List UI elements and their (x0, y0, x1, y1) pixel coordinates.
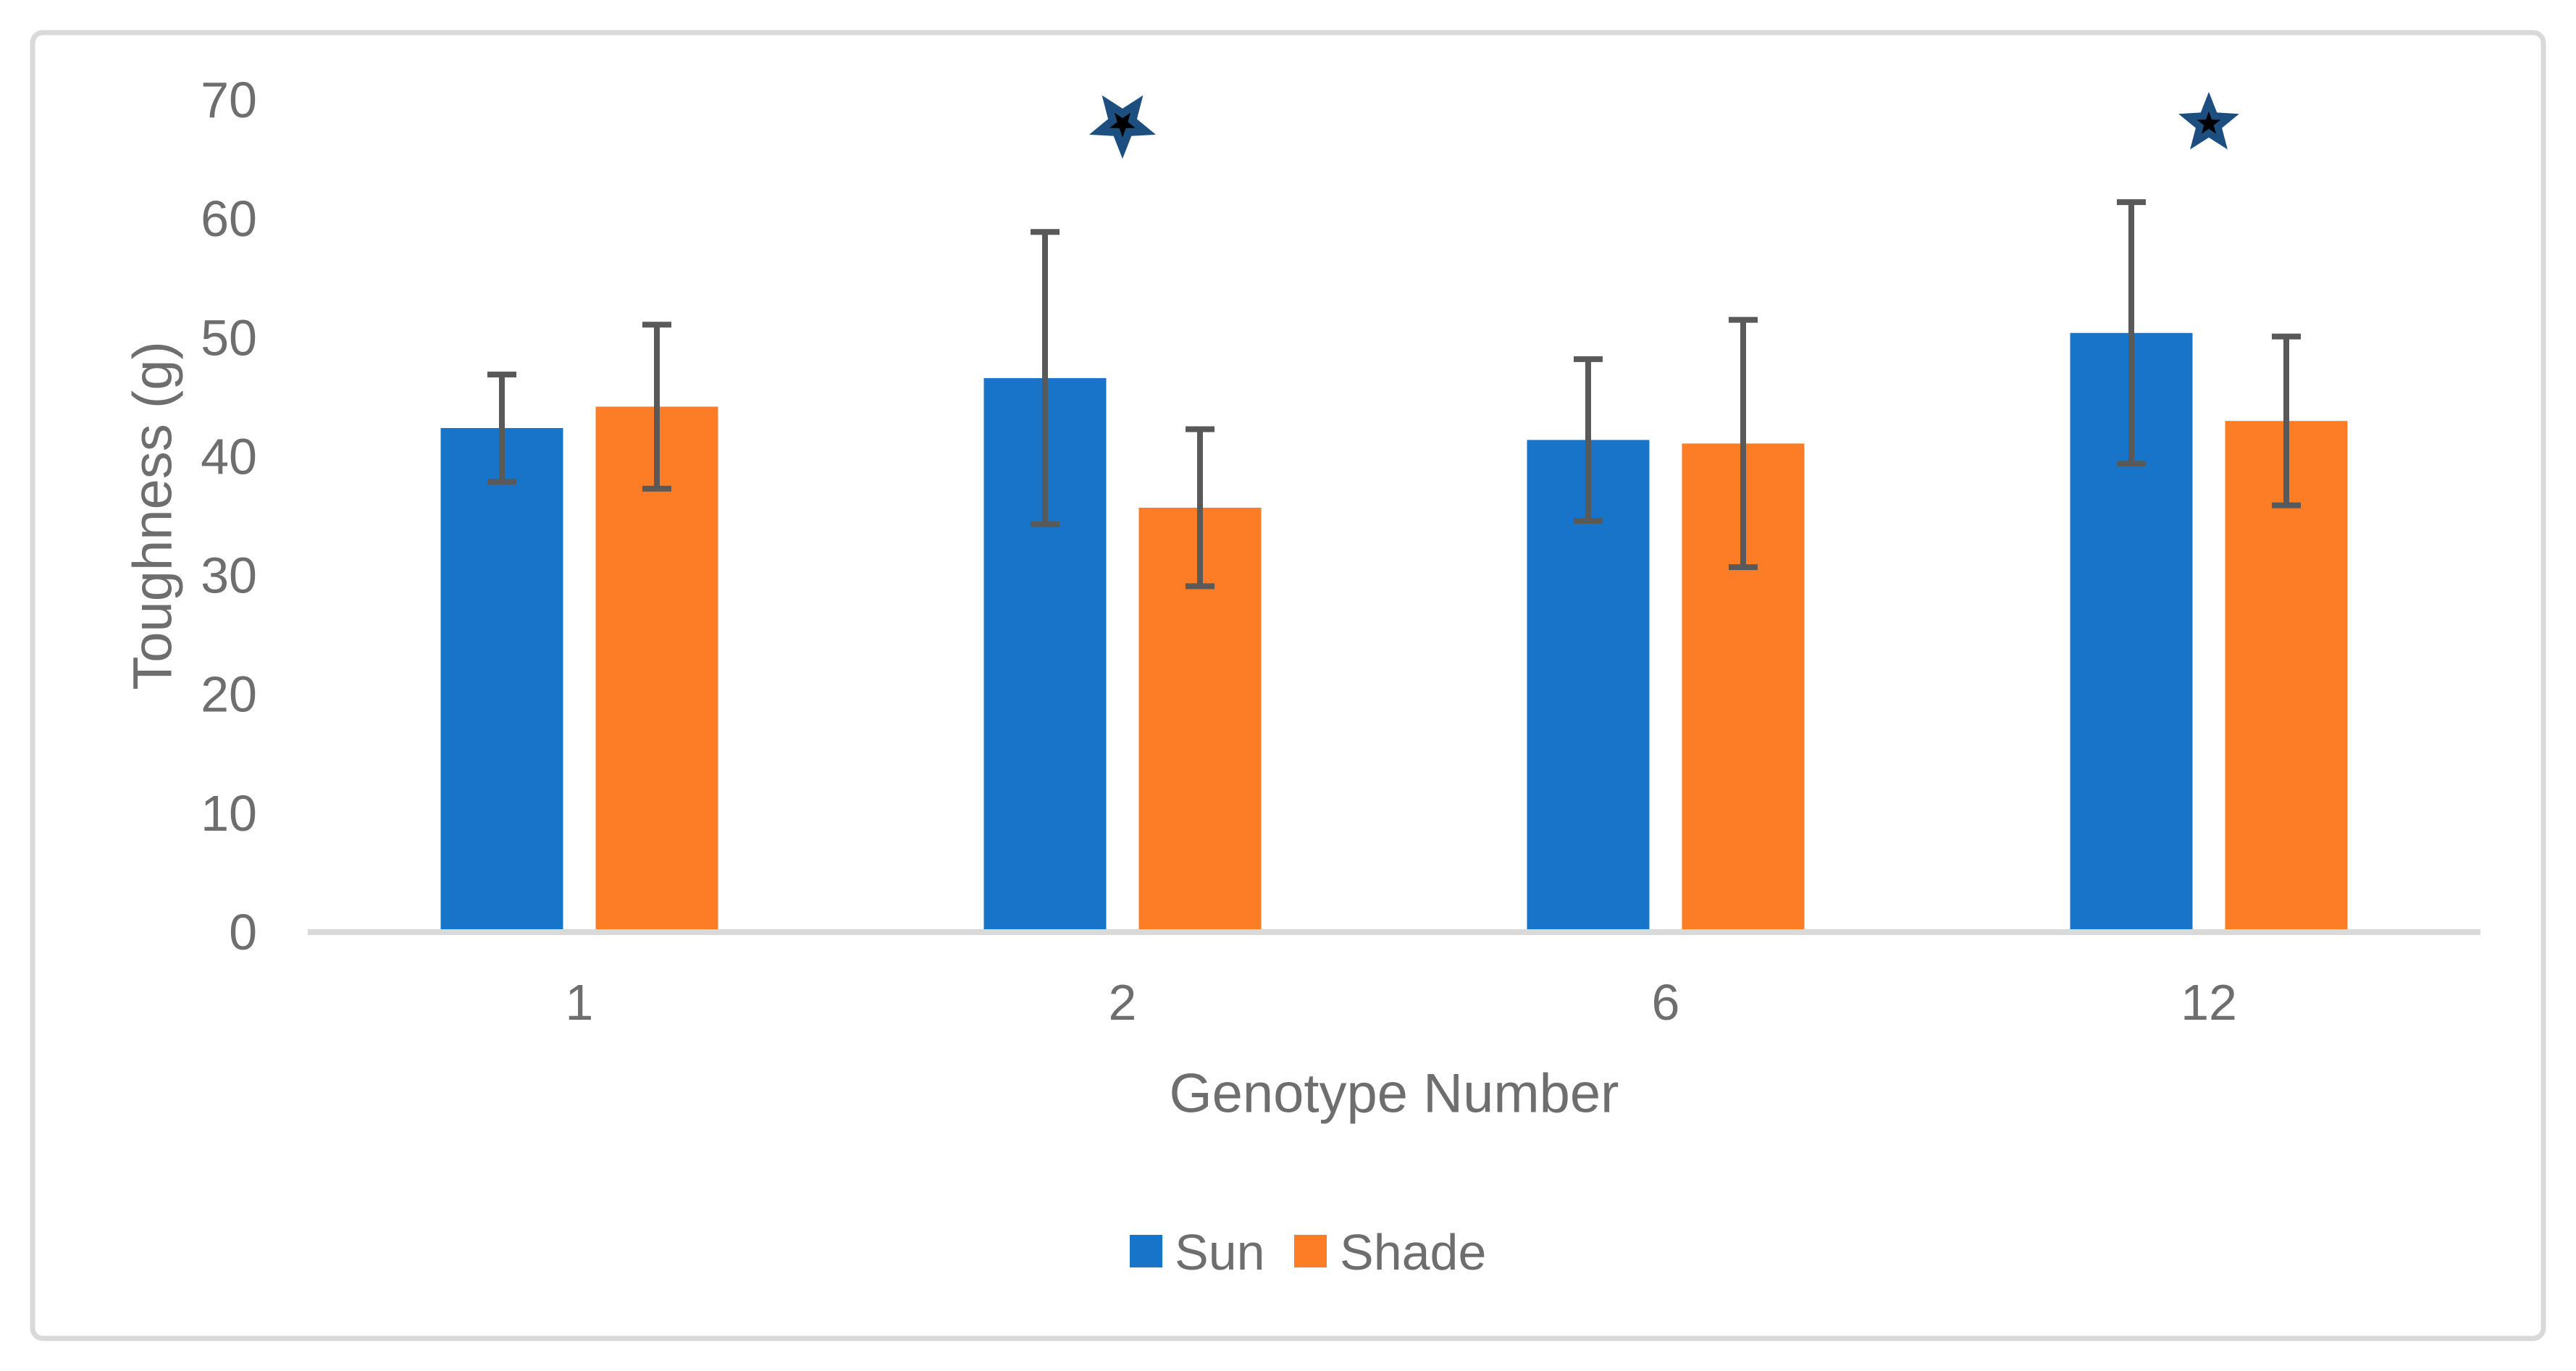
y-tick-label-40: 40 (201, 428, 257, 485)
legend-swatch-sun (1130, 1235, 1162, 1267)
error-bar-shade-genotype-2 (1186, 426, 1214, 590)
legend-swatch-shade (1294, 1235, 1327, 1267)
x-axis-title: Genotype Number (1170, 1063, 1619, 1125)
y-tick-label-10: 10 (201, 785, 257, 842)
bar-shade-genotype-1 (595, 406, 718, 932)
x-category-label-1: 1 (566, 974, 594, 1031)
error-bar-sun-genotype-1 (487, 372, 516, 485)
significance-star-genotype-2 (1089, 95, 1156, 159)
y-tick-label-70: 70 (201, 72, 257, 128)
x-category-label-6: 6 (1652, 974, 1680, 1031)
error-bar-shade-genotype-1 (642, 322, 671, 492)
error-bar-sun-genotype-12 (2117, 199, 2146, 467)
error-bar-sun-genotype-2 (1031, 229, 1060, 527)
y-tick-label-0: 0 (229, 904, 257, 960)
star-inner-icon (2197, 111, 2221, 134)
error-bar-shade-genotype-6 (1729, 316, 1758, 571)
error-bar-sun-genotype-6 (1574, 356, 1603, 524)
significance-star-genotype-12 (2178, 91, 2239, 150)
legend-label-sun: Sun (1175, 1224, 1265, 1280)
y-axis-title: Toughness (g) (122, 341, 184, 690)
x-category-label-2: 2 (1109, 974, 1137, 1031)
y-tick-label-20: 20 (201, 666, 257, 723)
star-inner-icon (1109, 112, 1136, 138)
legend-label-shade: Shade (1340, 1224, 1486, 1280)
chart-frame-border (30, 30, 2546, 1341)
error-bar-shade-genotype-12 (2272, 333, 2301, 508)
y-tick-label-50: 50 (201, 309, 257, 366)
legend: Sun Shade (1130, 1224, 1486, 1280)
x-category-label-12: 12 (2181, 974, 2237, 1031)
bar-sun-genotype-1 (440, 428, 563, 932)
y-tick-label-30: 30 (201, 548, 257, 604)
y-tick-label-60: 60 (201, 190, 257, 247)
